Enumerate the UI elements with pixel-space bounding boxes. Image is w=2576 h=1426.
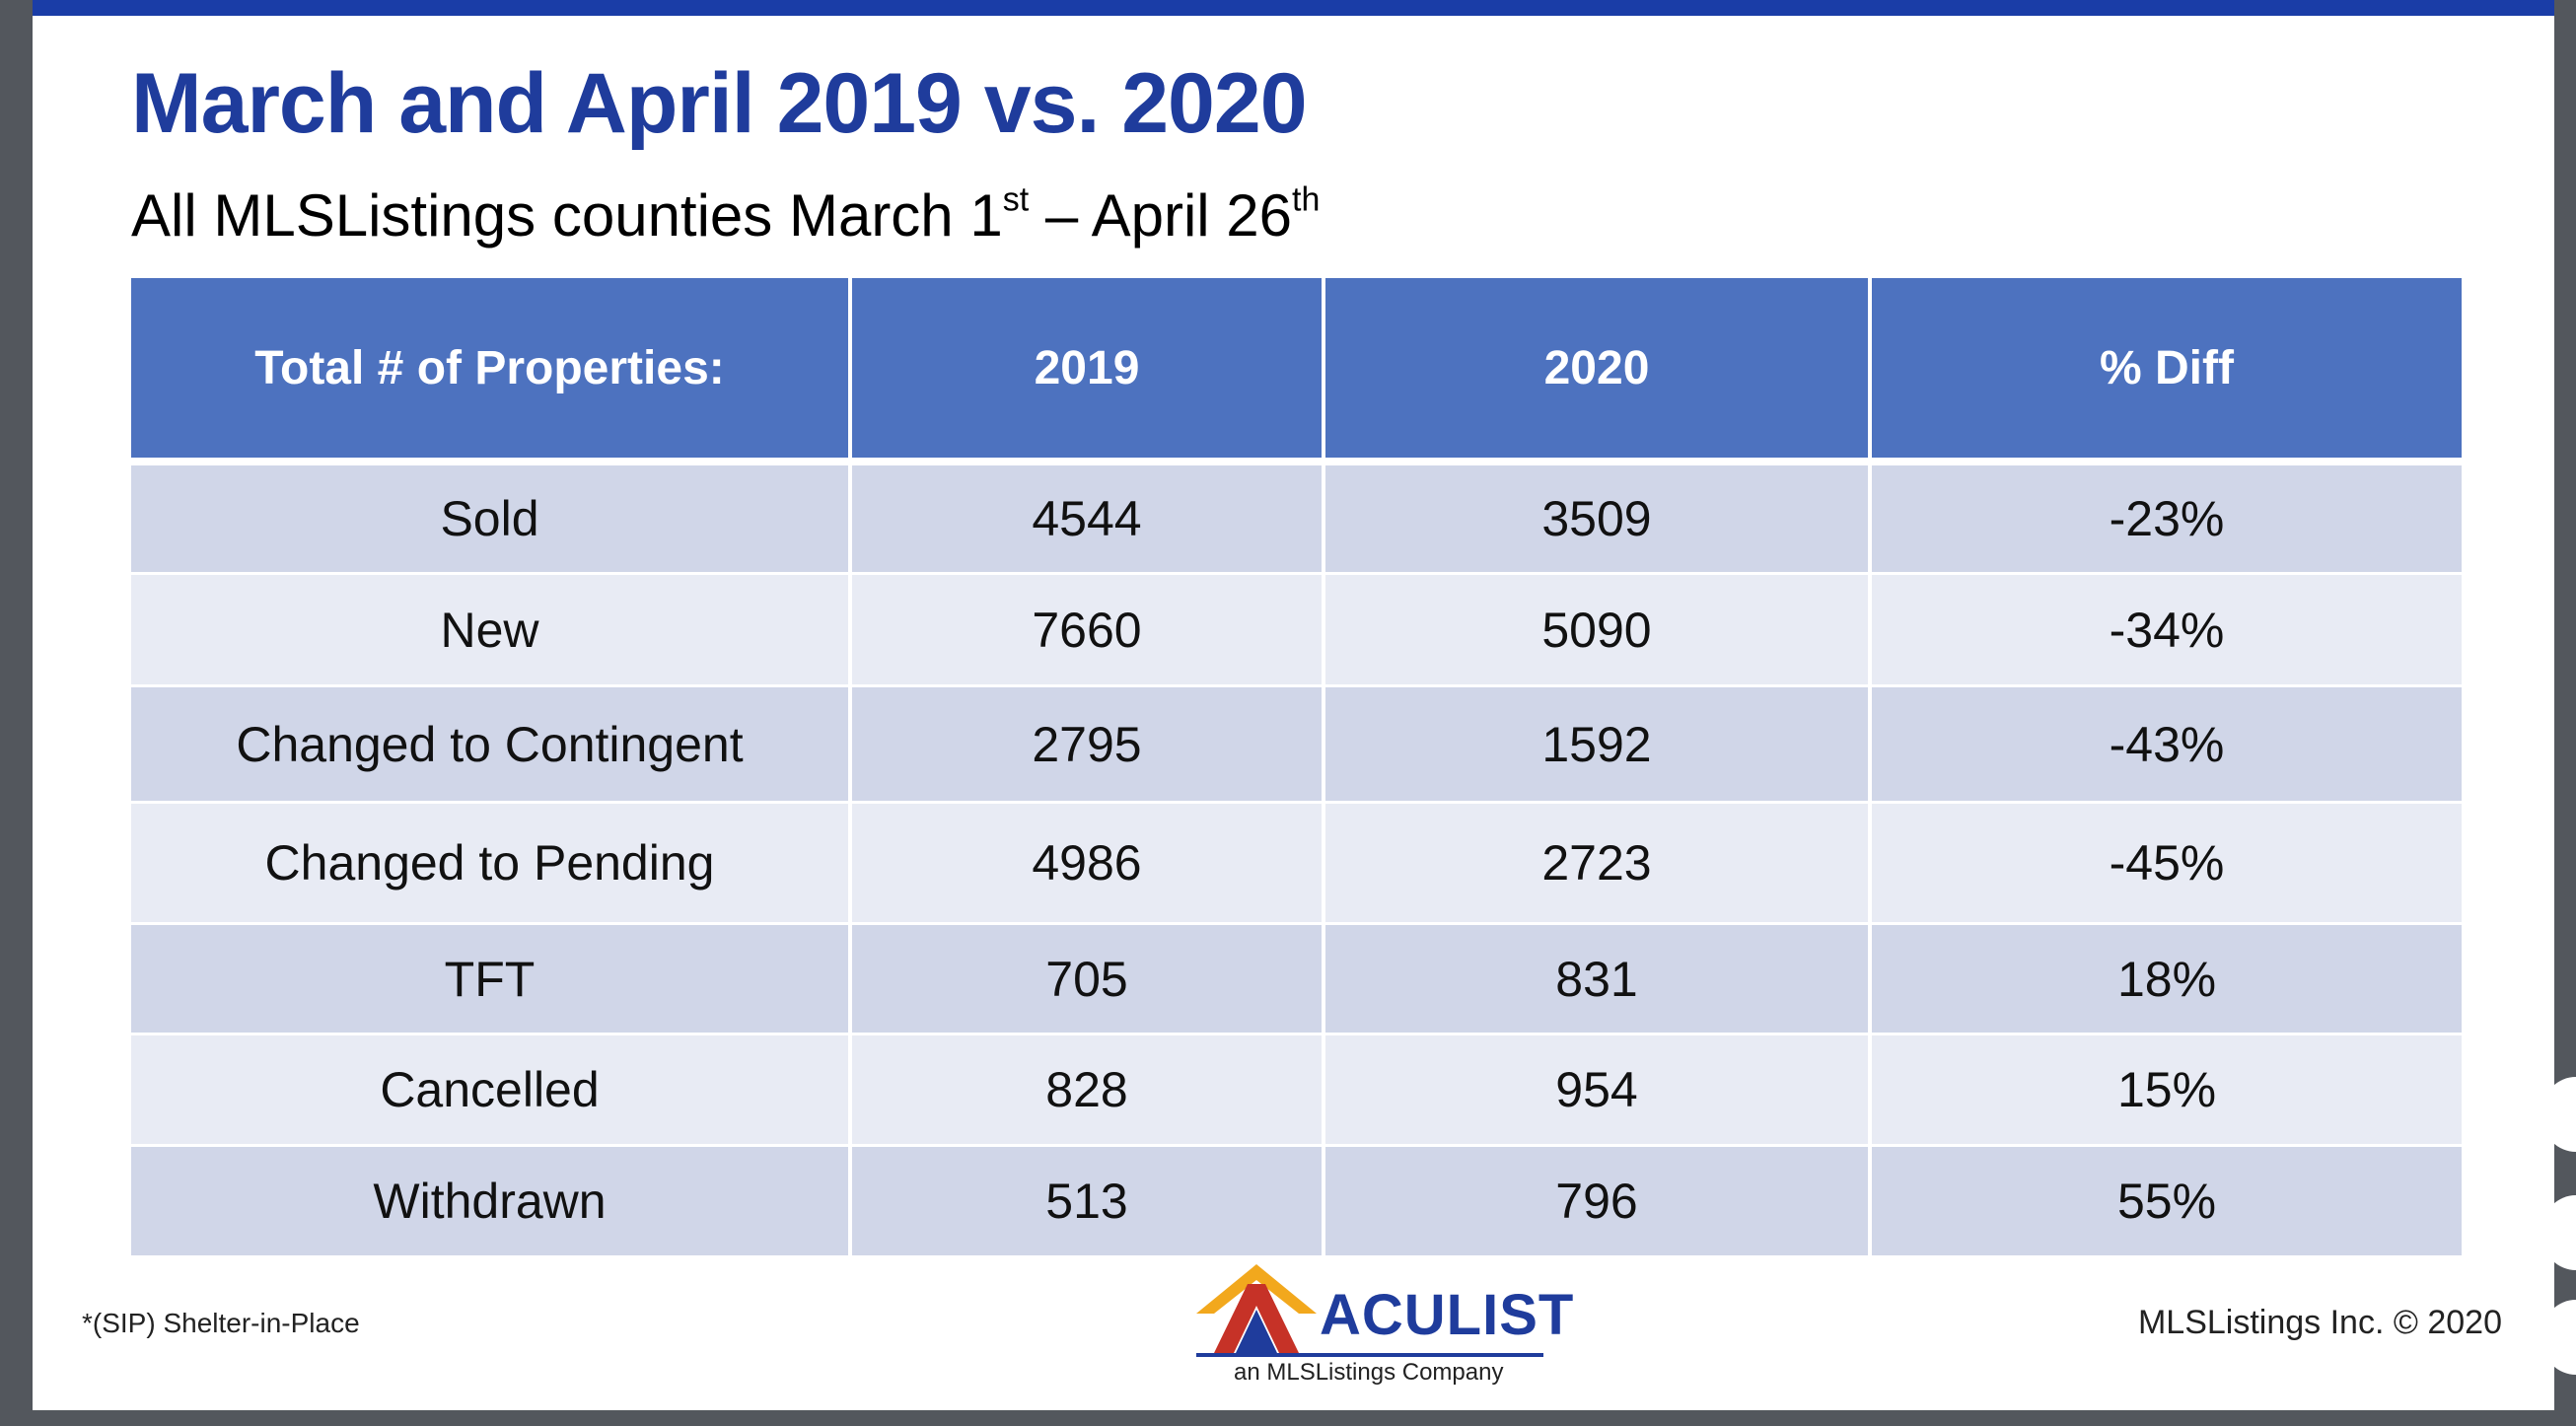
- cell-2019: 513: [848, 1145, 1325, 1258]
- table-header-row: Total # of Properties: 2019 2020 % Diff: [131, 278, 2462, 465]
- slide-subtitle: All MLSListings counties March 1st – Apr…: [131, 181, 1320, 250]
- table-row: Changed to Pending 4986 2723 -45%: [131, 802, 2462, 925]
- properties-table: Total # of Properties: 2019 2020 % Diff …: [131, 278, 2462, 1258]
- cell-2020: 2723: [1322, 802, 1872, 925]
- house-a-logo-icon: [1196, 1264, 1317, 1353]
- table-row: Cancelled 828 954 15%: [131, 1034, 2462, 1147]
- subtitle-text: All MLSListings counties March 1: [131, 182, 1003, 249]
- cell-pct-diff: 18%: [1868, 923, 2462, 1035]
- copyright: MLSListings Inc. © 2020: [2137, 1304, 2502, 1341]
- cell-2020: 954: [1322, 1034, 1872, 1147]
- logo-tagline: an MLSListings Company: [1234, 1359, 1504, 1386]
- cell-2019: 705: [848, 923, 1325, 1035]
- cell-2020: 5090: [1322, 573, 1872, 687]
- header-2019: 2019: [848, 278, 1325, 465]
- slide-title: March and April 2019 vs. 2020: [131, 56, 1308, 151]
- cell-2019: 2795: [848, 685, 1325, 804]
- row-label: Sold: [131, 462, 852, 575]
- table-row: Changed to Contingent 2795 1592 -43%: [131, 685, 2462, 804]
- table-row: Withdrawn 513 796 55%: [131, 1145, 2462, 1258]
- cell-pct-diff: -34%: [1868, 573, 2462, 687]
- logo-wordmark: ACULIST: [1320, 1283, 1575, 1347]
- row-label: Cancelled: [131, 1034, 852, 1147]
- table-row: Sold 4544 3509 -23%: [131, 462, 2462, 575]
- row-label: Changed to Contingent: [131, 685, 852, 804]
- cell-pct-diff: 15%: [1868, 1034, 2462, 1147]
- cell-pct-diff: 55%: [1868, 1145, 2462, 1258]
- row-label: Changed to Pending: [131, 802, 852, 925]
- cell-2019: 4986: [848, 802, 1325, 925]
- cell-2019: 828: [848, 1034, 1325, 1147]
- subtitle-text-end: – April 26: [1029, 182, 1293, 249]
- cell-2020: 831: [1322, 923, 1872, 1035]
- header-category: Total # of Properties:: [131, 278, 852, 465]
- cell-2020: 3509: [1322, 462, 1872, 575]
- header-pct-diff: % Diff: [1868, 278, 2462, 465]
- cell-pct-diff: -43%: [1868, 685, 2462, 804]
- row-label: Withdrawn: [131, 1145, 852, 1258]
- table-row: TFT 705 831 18%: [131, 923, 2462, 1035]
- header-2020: 2020: [1322, 278, 1872, 465]
- cell-2020: 796: [1322, 1145, 1872, 1258]
- top-accent-bar: [33, 0, 2554, 16]
- logo-underline: [1196, 1353, 1543, 1357]
- row-label: TFT: [131, 923, 852, 1035]
- cell-pct-diff: -45%: [1868, 802, 2462, 925]
- cell-pct-diff: -23%: [1868, 462, 2462, 575]
- subtitle-ordinal-st: st: [1002, 180, 1030, 219]
- cell-2019: 7660: [848, 573, 1325, 687]
- cell-2020: 1592: [1322, 685, 1872, 804]
- cell-2019: 4544: [848, 462, 1325, 575]
- slide: March and April 2019 vs. 2020 All MLSLis…: [33, 0, 2554, 1410]
- footnote: *(SIP) Shelter-in-Place: [82, 1308, 360, 1338]
- aculist-logo: ACULIST an MLSListings Company: [1196, 1260, 1573, 1389]
- row-label: New: [131, 573, 852, 687]
- subtitle-ordinal-th: th: [1292, 180, 1321, 219]
- table-row: New 7660 5090 -34%: [131, 573, 2462, 687]
